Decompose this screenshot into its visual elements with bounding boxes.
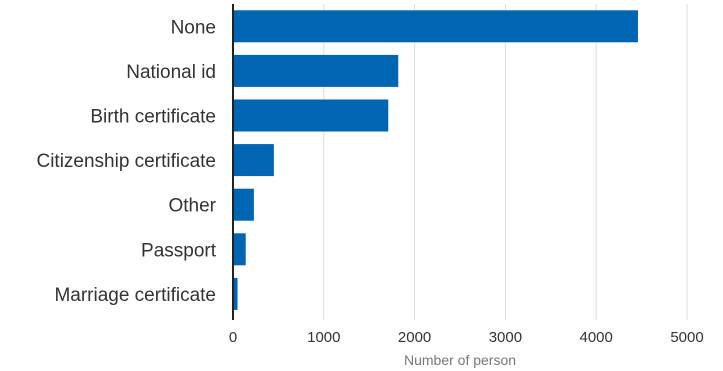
bar-passport — [233, 233, 246, 266]
gridlines — [323, 4, 688, 320]
bar-national-id — [233, 54, 399, 87]
category-label: Citizenship certificate — [36, 151, 216, 172]
bars — [233, 10, 638, 310]
x-tick-label: 1000 — [307, 329, 340, 346]
x-tick-labels: 0 1000 2000 3000 4000 5000 — [229, 329, 704, 346]
x-axis-title: Number of person — [404, 352, 516, 368]
x-tick-label: 3000 — [489, 329, 522, 346]
category-label: Other — [168, 196, 216, 217]
bar-none — [233, 10, 638, 43]
bar-birth-certificate — [233, 99, 389, 132]
x-tick-label: 5000 — [670, 329, 703, 346]
category-label: Birth certificate — [90, 107, 216, 128]
bar-other — [233, 188, 254, 221]
category-labels: None National id Birth certificate Citizens… — [36, 17, 216, 306]
category-label: None — [171, 17, 216, 38]
category-label: National id — [126, 62, 216, 83]
x-tick-label: 2000 — [398, 329, 431, 346]
bar-citizenship-certificate — [233, 144, 274, 177]
bar-marriage-certificate — [233, 277, 238, 310]
x-tick-label: 0 — [229, 329, 237, 346]
category-label: Passport — [141, 240, 217, 261]
x-tick-label: 4000 — [580, 329, 613, 346]
category-label: Marriage certificate — [54, 285, 216, 306]
